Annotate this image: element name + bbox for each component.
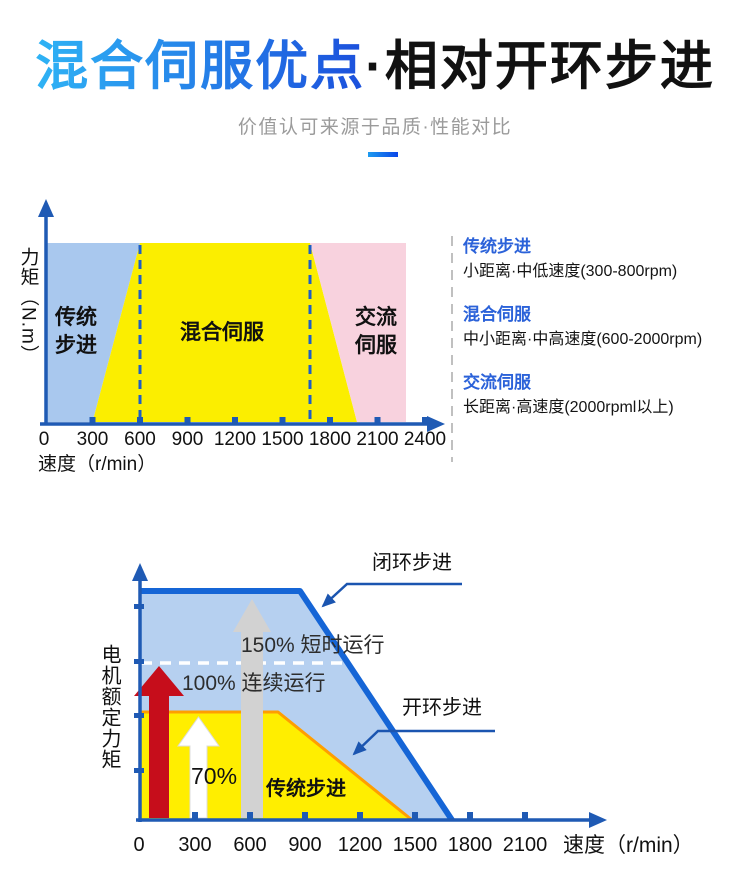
x-tick-label: 1200: [338, 834, 383, 856]
legend-divider: [451, 236, 453, 462]
x-tick-label: 900: [288, 834, 321, 856]
legend-item-title: 交流伺服: [463, 373, 531, 392]
annotation-150pct: 150% 短时运行: [241, 634, 385, 657]
title-highlight: 混合伺服优点: [35, 37, 366, 96]
legend-item-hybrid: 混合伺服 中小距离·中高速度(600-2000rpm): [463, 304, 750, 350]
annotation-100pct: 100% 连续运行: [182, 672, 326, 695]
callout-closed-loop-label: 闭环步进: [372, 551, 452, 574]
x-tick-label: 1500: [393, 834, 438, 856]
page-subtitle: 价值认可来源于品质·性能对比: [237, 117, 513, 138]
title-rest: 相对开环步进: [384, 37, 715, 96]
x-tick-label: 1500: [261, 429, 303, 450]
x-tick-label: 600: [124, 429, 156, 450]
legend-item-desc: 中小距离·中高速度(600-2000rpm): [463, 331, 703, 348]
x-tick-label: 900: [172, 429, 204, 450]
region-label-traditional-1: 传统: [54, 305, 97, 329]
arrow-red-100pct: [134, 666, 184, 818]
legend-item-desc: 小距离·中低速度(300-800rpm): [463, 263, 678, 280]
x-axis-ticks: [192, 812, 528, 820]
y-axis-title: 电机额定力矩: [98, 644, 121, 770]
region-label-hybrid: 混合伺服: [180, 320, 265, 344]
x-tick-label: 1800: [448, 834, 493, 856]
page-title: 混合伺服优点·相对开环步进: [0, 36, 750, 98]
x-tick-label: 2100: [356, 429, 398, 450]
region-label-traditional-2: 步进: [55, 333, 97, 357]
y-axis-ticks: [134, 604, 144, 773]
accent-bar: [368, 152, 398, 157]
x-tick-label: 2400: [404, 429, 446, 450]
closed-loop-limit-line: [141, 588, 455, 822]
callout-open-loop-line: [352, 729, 495, 756]
title-separator-dot: ·: [365, 37, 385, 96]
y-axis-title: 力矩（N.m）: [18, 247, 40, 365]
x-axis-ticks: [89, 417, 428, 423]
callout-closed-loop-line: [321, 582, 462, 608]
rated-torque-comparison-chart: 0 300 600 900 1200 1500 1800 2100 速度（r/m…: [98, 551, 694, 857]
x-tick-label: 300: [77, 429, 109, 450]
arrow-white-70pct: [177, 716, 220, 819]
x-tick-label: 600: [233, 834, 266, 856]
annotation-traditional-stepper: 传统步进: [265, 776, 346, 800]
legend-item-traditional: 传统步进 小距离·中低速度(300-800rpm): [463, 236, 750, 282]
arrow-gray-150pct: [233, 599, 271, 818]
x-tick-label: 300: [178, 834, 211, 856]
x-tick-label: 1200: [214, 429, 256, 450]
region-label-ac-1: 交流: [355, 305, 397, 329]
open-loop-limit-line: [141, 710, 413, 822]
region-traditional-stepper: [45, 243, 140, 422]
annotation-70pct: 70%: [191, 763, 237, 789]
region-hybrid-servo: [92, 243, 357, 422]
region-ac-servo: [310, 243, 406, 422]
chart-legend: 传统步进 小距离·中低速度(300-800rpm) 混合伺服 中小距离·中高速度…: [463, 236, 750, 440]
x-tick-label: 1800: [309, 429, 351, 450]
x-tick-label: 0: [133, 834, 144, 856]
legend-item-desc: 长距离·高速度(2000rpml以上): [463, 399, 674, 416]
torque-speed-region-chart: 0 300 600 900 1200 1500 1800 2100 2400 速…: [18, 199, 446, 475]
legend-item-title: 混合伺服: [463, 305, 531, 324]
callout-open-loop-label: 开环步进: [402, 696, 482, 719]
legend-item-title: 传统步进: [463, 237, 531, 256]
x-tick-label: 2100: [503, 834, 548, 856]
x-axis-title: 速度（r/min）: [38, 453, 156, 475]
x-axis-title: 速度（r/min）: [563, 834, 694, 857]
x-tick-label: 0: [39, 429, 50, 450]
legend-item-ac-servo: 交流伺服 长距离·高速度(2000rpml以上): [463, 372, 750, 418]
region-label-ac-2: 伺服: [354, 333, 398, 357]
